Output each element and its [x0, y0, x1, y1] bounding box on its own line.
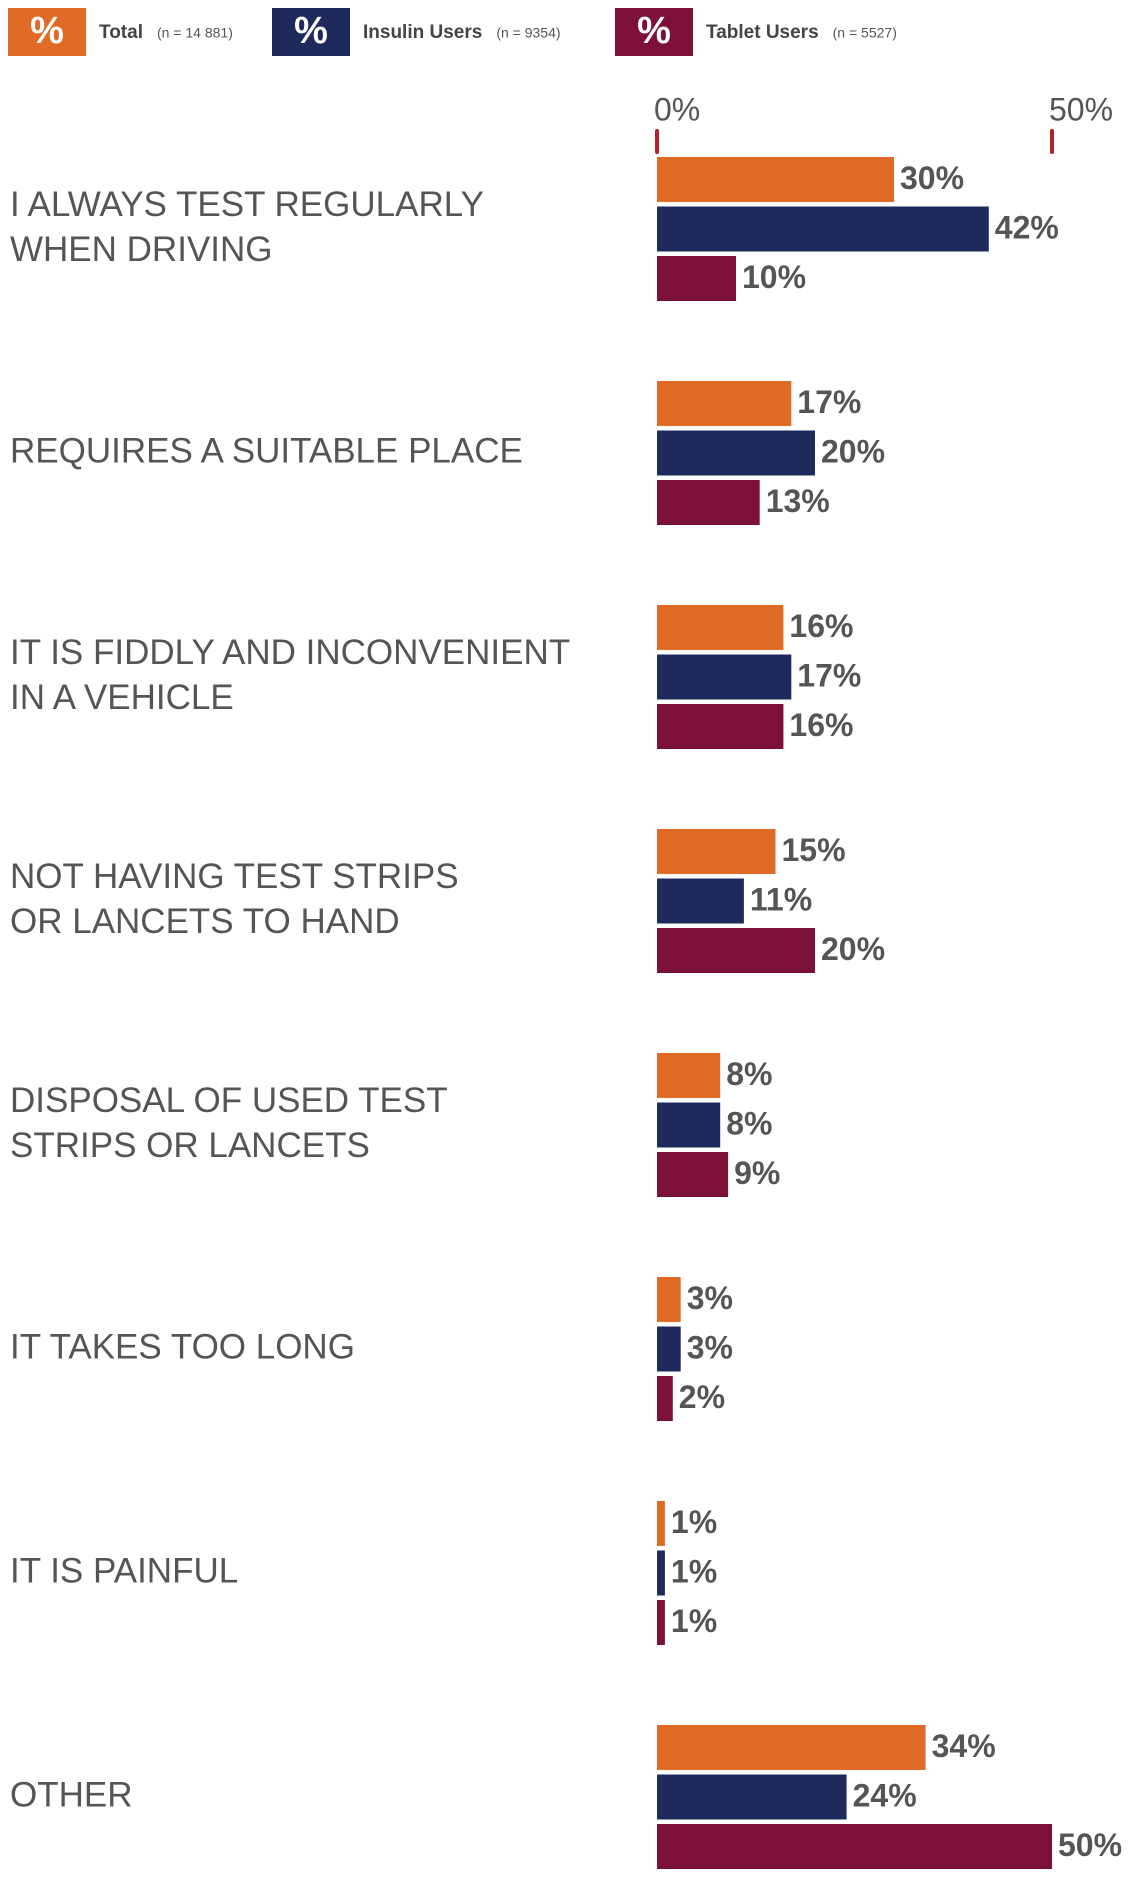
bar: [657, 1774, 847, 1820]
bar: [657, 704, 784, 749]
x-tick-label: 50%: [1049, 91, 1113, 127]
bar: [657, 1501, 665, 1546]
value-label: 34%: [932, 1728, 996, 1764]
bar: [657, 654, 792, 700]
value-label: 42%: [995, 209, 1059, 245]
x-tick-label: 0%: [654, 91, 700, 127]
category-label: IN A VEHICLE: [10, 678, 234, 717]
category-label: NOT HAVING TEST STRIPS: [10, 857, 459, 896]
value-label: 8%: [726, 1056, 772, 1092]
value-label: 1%: [671, 1504, 717, 1540]
legend-symbol: %: [294, 10, 328, 52]
category-label: IT IS FIDDLY AND INCONVENIENT: [10, 633, 570, 672]
value-label: 3%: [687, 1329, 733, 1365]
category-label: WHEN DRIVING: [10, 230, 273, 269]
value-label: 10%: [742, 259, 806, 295]
value-label: 17%: [797, 657, 861, 693]
value-label: 16%: [789, 707, 853, 743]
bar: [657, 256, 736, 301]
bar: [657, 206, 989, 252]
value-label: 13%: [766, 483, 830, 519]
value-label: 30%: [900, 160, 964, 196]
legend-name: Total: [99, 22, 143, 43]
category-label: IT TAKES TOO LONG: [10, 1327, 355, 1366]
legend-symbol: %: [30, 10, 64, 52]
value-label: 3%: [687, 1280, 733, 1316]
legend-note: (n = 9354): [496, 25, 560, 41]
bar: [657, 1600, 665, 1645]
value-label: 17%: [797, 384, 861, 420]
value-label: 8%: [726, 1105, 772, 1141]
legend-swatch: [615, 8, 693, 56]
bar: [657, 1053, 721, 1098]
value-label: 16%: [789, 608, 853, 644]
legend-swatch: [8, 8, 86, 56]
value-label: 2%: [679, 1379, 725, 1415]
category-label: REQUIRES A SUITABLE PLACE: [10, 431, 523, 470]
category-label: DISPOSAL OF USED TEST: [10, 1081, 448, 1120]
bar: [657, 1824, 1052, 1869]
bar: [657, 157, 894, 202]
bar: [657, 480, 760, 525]
legend-swatch: [272, 8, 350, 56]
legend-symbol: %: [637, 10, 671, 52]
value-label: 20%: [821, 931, 885, 967]
bar: [657, 829, 776, 874]
legend-note: (n = 5527): [833, 25, 897, 41]
bar: [657, 605, 784, 650]
value-label: 11%: [750, 881, 812, 917]
category-label: STRIPS OR LANCETS: [10, 1126, 370, 1165]
value-label: 9%: [734, 1155, 780, 1191]
category-label: I ALWAYS TEST REGULARLY: [10, 185, 484, 224]
bar: [657, 1550, 665, 1596]
value-label: 50%: [1058, 1827, 1122, 1863]
bar: [657, 1725, 926, 1770]
category-label: IT IS PAINFUL: [10, 1551, 238, 1590]
bar: [657, 1326, 681, 1372]
value-label: 24%: [853, 1777, 917, 1813]
bar: [657, 1376, 673, 1421]
legend-name: Insulin Users: [363, 22, 482, 43]
bar: [657, 878, 744, 924]
category-label: OR LANCETS TO HAND: [10, 902, 400, 941]
value-label: 1%: [671, 1553, 717, 1589]
value-label: 1%: [671, 1603, 717, 1639]
legend-note: (n = 14 881): [157, 25, 233, 41]
bar: [657, 381, 792, 426]
bar: [657, 1277, 681, 1322]
legend-name: Tablet Users: [706, 22, 819, 43]
bar: [657, 928, 815, 973]
bar: [657, 1102, 721, 1148]
bar: [657, 430, 815, 476]
bar: [657, 1152, 729, 1197]
value-label: 20%: [821, 433, 885, 469]
category-label: OTHER: [10, 1775, 133, 1814]
value-label: 15%: [782, 832, 846, 868]
